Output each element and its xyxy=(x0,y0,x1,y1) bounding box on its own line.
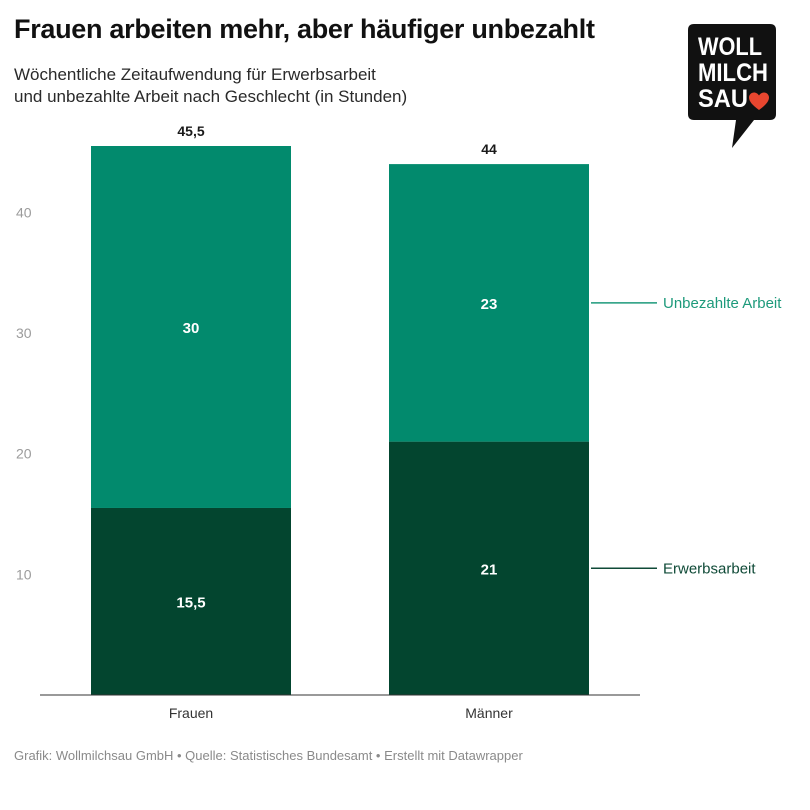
legend: Erwerbsarbeit Unbezahlte Arbeit xyxy=(591,295,782,577)
category-labels: Frauen Männer xyxy=(169,705,513,721)
chart-footer: Grafik: Wollmilchsau GmbH • Quelle: Stat… xyxy=(14,748,523,763)
segment-value-label: 21 xyxy=(481,561,498,578)
bar-segment-unbezahlt xyxy=(389,164,589,442)
y-axis-ticks: 10 20 30 40 xyxy=(16,204,32,582)
chart-title: Frauen arbeiten mehr, aber häufiger unbe… xyxy=(14,14,595,44)
segment-value-label: 30 xyxy=(183,320,200,337)
total-value-label: 44 xyxy=(481,141,497,157)
y-tick-label: 40 xyxy=(16,204,32,220)
y-tick-label: 20 xyxy=(16,446,32,462)
chart-subtitle: Wöchentliche Zeitaufwendung für Erwerbsa… xyxy=(14,64,574,108)
y-tick-label: 30 xyxy=(16,325,32,341)
subtitle-line-1: Wöchentliche Zeitaufwendung für Erwerbsa… xyxy=(14,65,376,84)
category-label: Frauen xyxy=(169,705,213,721)
logo-line-2: MILCH xyxy=(698,59,768,87)
subtitle-line-2: und unbezahlte Arbeit nach Geschlecht (i… xyxy=(14,87,408,106)
legend-label: Erwerbsarbeit xyxy=(663,560,756,577)
y-tick-label: 10 xyxy=(16,566,32,582)
segment-value-label: 23 xyxy=(481,296,498,313)
heart-icon xyxy=(749,92,769,110)
total-labels: 45,5 44 xyxy=(177,123,497,157)
bar-segment-unbezahlt xyxy=(91,146,291,508)
total-value-label: 45,5 xyxy=(177,123,204,139)
segment-labels: 15,5 30 21 23 xyxy=(176,296,497,612)
logo-line-1: WOLL xyxy=(698,33,762,61)
segment-value-label: 15,5 xyxy=(176,594,205,611)
legend-label: Unbezahlte Arbeit xyxy=(663,295,782,312)
bars xyxy=(91,146,589,695)
bar-segment-erwerbsarbeit xyxy=(91,507,291,695)
category-label: Männer xyxy=(465,705,513,721)
wollmilchsau-logo: WOLL MILCH SAU xyxy=(688,24,776,149)
logo-line-3: SAU xyxy=(698,85,748,113)
bar-segment-erwerbsarbeit xyxy=(389,441,589,695)
